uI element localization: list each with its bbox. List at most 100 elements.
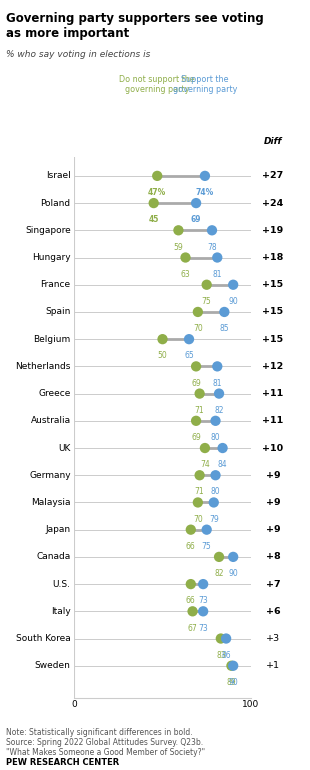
Point	[217, 387, 222, 400]
Text: Australia: Australia	[31, 417, 71, 425]
Point	[215, 251, 220, 263]
Text: 71: 71	[195, 406, 204, 415]
Point	[213, 469, 218, 481]
Text: 80: 80	[211, 487, 220, 497]
Point	[229, 660, 234, 672]
Text: Hungary: Hungary	[32, 253, 71, 262]
Point	[183, 251, 188, 263]
Text: 50: 50	[158, 351, 167, 360]
Point	[155, 169, 160, 182]
Text: +3: +3	[266, 634, 280, 643]
Text: Japan: Japan	[46, 525, 71, 534]
Text: U.S.: U.S.	[53, 580, 71, 588]
Text: 75: 75	[202, 297, 211, 306]
Point	[151, 197, 156, 209]
Text: 66: 66	[186, 542, 196, 551]
Text: Sweden: Sweden	[35, 661, 71, 670]
Point	[220, 442, 225, 454]
Text: +8: +8	[266, 552, 280, 561]
Point	[195, 497, 200, 509]
Text: 81: 81	[213, 270, 222, 279]
Text: 69: 69	[191, 379, 201, 387]
Point	[176, 224, 181, 236]
Text: +6: +6	[266, 607, 280, 616]
Text: 73: 73	[198, 624, 208, 633]
Text: 78: 78	[207, 243, 217, 252]
Text: 84: 84	[218, 460, 228, 469]
Point	[202, 442, 207, 454]
Text: +1: +1	[266, 661, 280, 670]
Text: Spain: Spain	[45, 307, 71, 316]
Text: 67: 67	[188, 624, 197, 633]
Text: 59: 59	[174, 243, 183, 252]
Text: +11: +11	[262, 389, 284, 398]
Point	[201, 578, 206, 591]
Text: Diff: Diff	[264, 137, 282, 146]
Text: +19: +19	[262, 226, 284, 235]
Text: 65: 65	[184, 351, 194, 360]
Text: +18: +18	[262, 253, 284, 262]
Text: Germany: Germany	[29, 470, 71, 480]
Text: +7: +7	[266, 580, 280, 588]
Text: 66: 66	[186, 596, 196, 605]
Text: Singapore: Singapore	[25, 226, 71, 235]
Text: +9: +9	[266, 470, 280, 480]
Point	[211, 497, 216, 509]
Point	[197, 387, 202, 400]
Text: South Korea: South Korea	[16, 634, 71, 643]
Text: 74: 74	[200, 460, 210, 469]
Text: +9: +9	[266, 498, 280, 507]
Text: 81: 81	[213, 379, 222, 387]
Text: 63: 63	[181, 270, 190, 279]
Point	[202, 169, 207, 182]
Text: Canada: Canada	[37, 552, 71, 561]
Text: +15: +15	[262, 280, 283, 290]
Text: +27: +27	[262, 172, 284, 180]
Text: Note: Statistically significant differences in bold.
Source: Spring 2022 Global : Note: Statistically significant differen…	[6, 728, 205, 758]
Text: 47%: 47%	[148, 188, 166, 197]
Point	[194, 360, 199, 373]
Point	[215, 360, 220, 373]
Text: +24: +24	[262, 199, 284, 208]
Text: 75: 75	[202, 542, 211, 551]
Point	[222, 306, 227, 318]
Point	[160, 333, 165, 345]
Text: 90: 90	[228, 678, 238, 687]
Point	[188, 578, 193, 591]
Text: +11: +11	[262, 417, 284, 425]
Text: Support the
governing party: Support the governing party	[173, 75, 237, 94]
Text: +12: +12	[262, 362, 284, 371]
Point	[201, 605, 206, 618]
Text: +15: +15	[262, 307, 283, 316]
Text: % who say voting in elections is: % who say voting in elections is	[6, 50, 153, 59]
Point	[197, 469, 202, 481]
Point	[187, 333, 192, 345]
Text: Malaysia: Malaysia	[31, 498, 71, 507]
Text: 74%: 74%	[196, 188, 214, 197]
Point	[213, 415, 218, 427]
Text: Poland: Poland	[41, 199, 71, 208]
Text: Italy: Italy	[51, 607, 71, 616]
Text: 71: 71	[195, 487, 204, 497]
Text: 86: 86	[221, 651, 231, 660]
Text: 45: 45	[148, 216, 159, 224]
Point	[194, 197, 199, 209]
Text: 80: 80	[211, 433, 220, 442]
Point	[231, 551, 236, 563]
Point	[188, 524, 193, 536]
Text: Do not support the
governing party: Do not support the governing party	[119, 75, 195, 94]
Text: 83: 83	[216, 651, 226, 660]
Point	[190, 605, 195, 618]
Point	[204, 279, 209, 291]
Text: 89: 89	[227, 678, 236, 687]
Point	[194, 415, 199, 427]
Text: Belgium: Belgium	[33, 335, 71, 343]
Text: 90: 90	[228, 297, 238, 306]
Point	[231, 660, 236, 672]
Text: UK: UK	[58, 444, 71, 453]
Text: 82: 82	[214, 406, 224, 415]
Text: PEW RESEARCH CENTER: PEW RESEARCH CENTER	[6, 758, 119, 768]
Text: 69: 69	[191, 433, 201, 442]
Text: 85: 85	[219, 324, 229, 333]
Point	[195, 306, 200, 318]
